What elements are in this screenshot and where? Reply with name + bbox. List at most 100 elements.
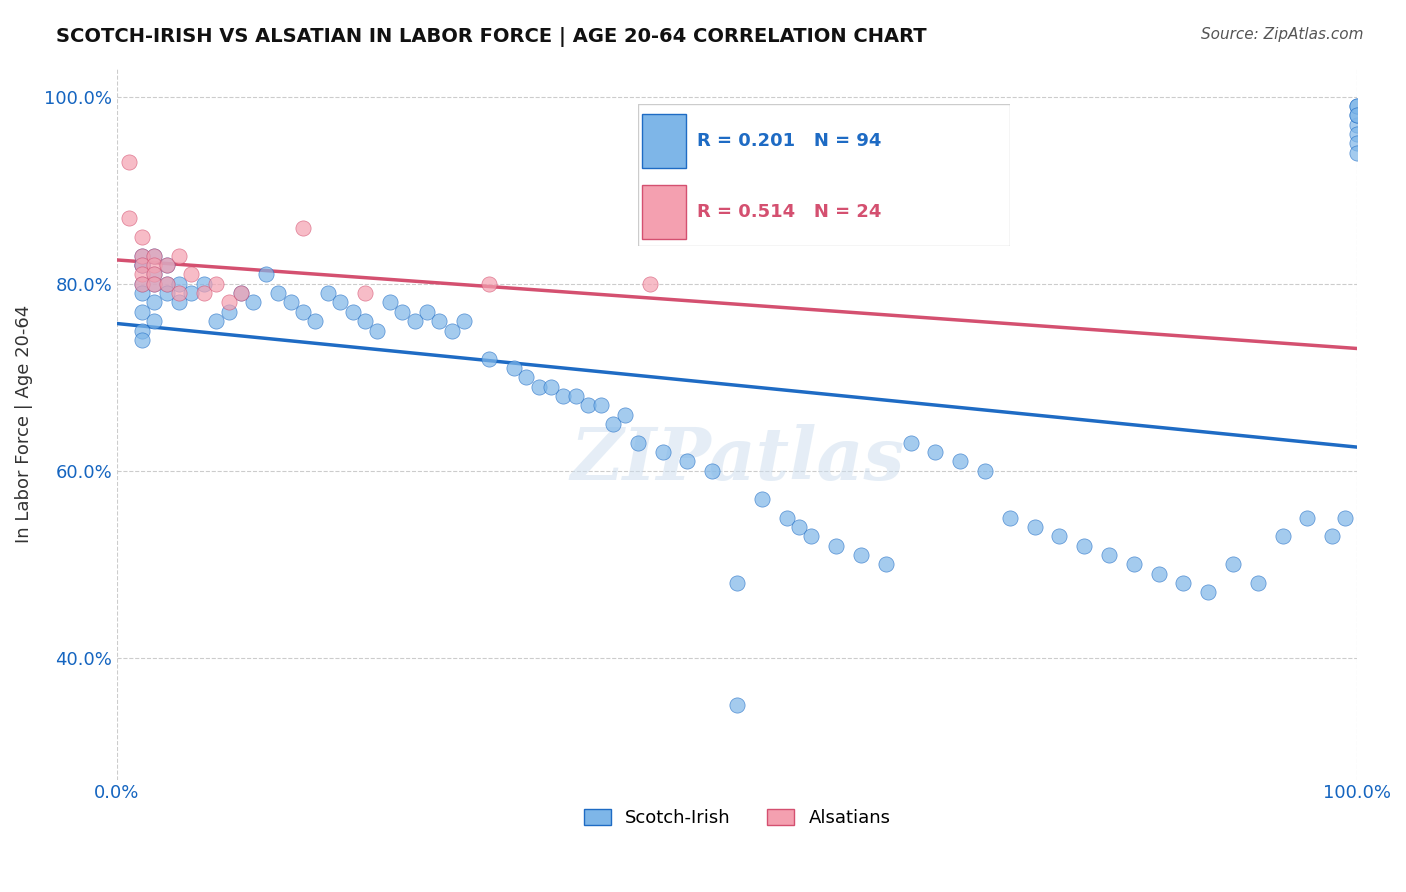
Y-axis label: In Labor Force | Age 20-64: In Labor Force | Age 20-64: [15, 305, 32, 543]
Text: ZIPatlas: ZIPatlas: [569, 424, 904, 495]
Scotch-Irish: [553, 389, 575, 403]
Scotch-Irish: [131, 324, 153, 338]
Scotch-Irish: [1147, 566, 1170, 581]
Scotch-Irish: [800, 529, 823, 543]
Alsatians: [143, 268, 166, 282]
Scotch-Irish: [1073, 539, 1095, 553]
Scotch-Irish: [527, 379, 550, 393]
Scotch-Irish: [416, 305, 439, 319]
Scotch-Irish: [180, 286, 202, 301]
Scotch-Irish: [1024, 520, 1046, 534]
Alsatians: [229, 286, 252, 301]
Scotch-Irish: [849, 548, 872, 562]
Scotch-Irish: [304, 314, 326, 328]
Alsatians: [180, 268, 202, 282]
Alsatians: [291, 220, 314, 235]
Alsatians: [143, 249, 166, 263]
Alsatians: [155, 277, 177, 291]
Scotch-Irish: [1247, 576, 1270, 591]
Scotch-Irish: [900, 435, 922, 450]
Scotch-Irish: [787, 520, 810, 534]
Scotch-Irish: [1271, 529, 1294, 543]
Scotch-Irish: [131, 249, 153, 263]
Scotch-Irish: [576, 398, 599, 412]
Scotch-Irish: [825, 539, 848, 553]
Scotch-Irish: [1098, 548, 1121, 562]
Scotch-Irish: [155, 286, 177, 301]
Scotch-Irish: [589, 398, 612, 412]
Scotch-Irish: [254, 268, 277, 282]
Scotch-Irish: [775, 510, 797, 524]
Scotch-Irish: [875, 558, 897, 572]
Scotch-Irish: [155, 258, 177, 272]
Scotch-Irish: [1322, 529, 1344, 543]
Scotch-Irish: [131, 258, 153, 272]
Scotch-Irish: [229, 286, 252, 301]
Scotch-Irish: [404, 314, 426, 328]
Scotch-Irish: [478, 351, 501, 366]
Alsatians: [131, 268, 153, 282]
Scotch-Irish: [1296, 510, 1319, 524]
Scotch-Irish: [316, 286, 339, 301]
Scotch-Irish: [1346, 127, 1368, 141]
Scotch-Irish: [155, 277, 177, 291]
Scotch-Irish: [218, 305, 240, 319]
Scotch-Irish: [205, 314, 228, 328]
Scotch-Irish: [1197, 585, 1219, 599]
Scotch-Irish: [193, 277, 215, 291]
Scotch-Irish: [366, 324, 388, 338]
Scotch-Irish: [502, 360, 524, 375]
Scotch-Irish: [440, 324, 463, 338]
Scotch-Irish: [143, 268, 166, 282]
Scotch-Irish: [143, 277, 166, 291]
Scotch-Irish: [1333, 510, 1355, 524]
Text: SCOTCH-IRISH VS ALSATIAN IN LABOR FORCE | AGE 20-64 CORRELATION CHART: SCOTCH-IRISH VS ALSATIAN IN LABOR FORCE …: [56, 27, 927, 46]
Alsatians: [143, 258, 166, 272]
Alsatians: [118, 155, 141, 169]
Alsatians: [354, 286, 377, 301]
Scotch-Irish: [1122, 558, 1144, 572]
Scotch-Irish: [131, 277, 153, 291]
Alsatians: [131, 258, 153, 272]
Scotch-Irish: [1346, 136, 1368, 151]
Scotch-Irish: [291, 305, 314, 319]
Scotch-Irish: [242, 295, 264, 310]
Scotch-Irish: [614, 408, 637, 422]
Scotch-Irish: [1346, 99, 1368, 113]
Scotch-Irish: [924, 445, 946, 459]
Scotch-Irish: [602, 417, 624, 431]
Scotch-Irish: [725, 698, 748, 712]
Scotch-Irish: [1346, 118, 1368, 132]
Alsatians: [131, 249, 153, 263]
Scotch-Irish: [167, 295, 190, 310]
Scotch-Irish: [627, 435, 650, 450]
Scotch-Irish: [1222, 558, 1244, 572]
Alsatians: [218, 295, 240, 310]
Scotch-Irish: [515, 370, 537, 384]
Scotch-Irish: [131, 258, 153, 272]
Alsatians: [143, 277, 166, 291]
Scotch-Irish: [1047, 529, 1070, 543]
Text: Source: ZipAtlas.com: Source: ZipAtlas.com: [1201, 27, 1364, 42]
Alsatians: [638, 277, 661, 291]
Scotch-Irish: [1173, 576, 1195, 591]
Scotch-Irish: [998, 510, 1021, 524]
Scotch-Irish: [391, 305, 413, 319]
Scotch-Irish: [725, 576, 748, 591]
Scotch-Irish: [131, 333, 153, 347]
Alsatians: [118, 211, 141, 226]
Scotch-Irish: [131, 286, 153, 301]
Scotch-Irish: [429, 314, 451, 328]
Alsatians: [193, 286, 215, 301]
Scotch-Irish: [143, 295, 166, 310]
Scotch-Irish: [167, 277, 190, 291]
Scotch-Irish: [378, 295, 401, 310]
Alsatians: [155, 258, 177, 272]
Alsatians: [167, 249, 190, 263]
Scotch-Irish: [949, 454, 972, 468]
Alsatians: [131, 277, 153, 291]
Scotch-Irish: [453, 314, 475, 328]
Scotch-Irish: [751, 491, 773, 506]
Scotch-Irish: [676, 454, 699, 468]
Alsatians: [478, 277, 501, 291]
